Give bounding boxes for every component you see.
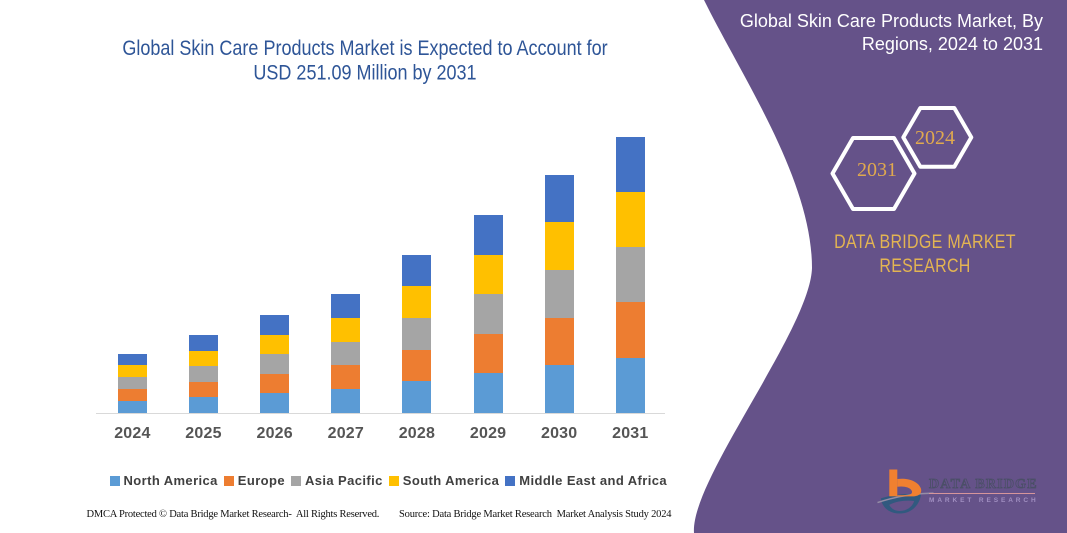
svg-text:2024: 2024 [915,127,955,149]
svg-text:2031: 2031 [857,159,897,181]
